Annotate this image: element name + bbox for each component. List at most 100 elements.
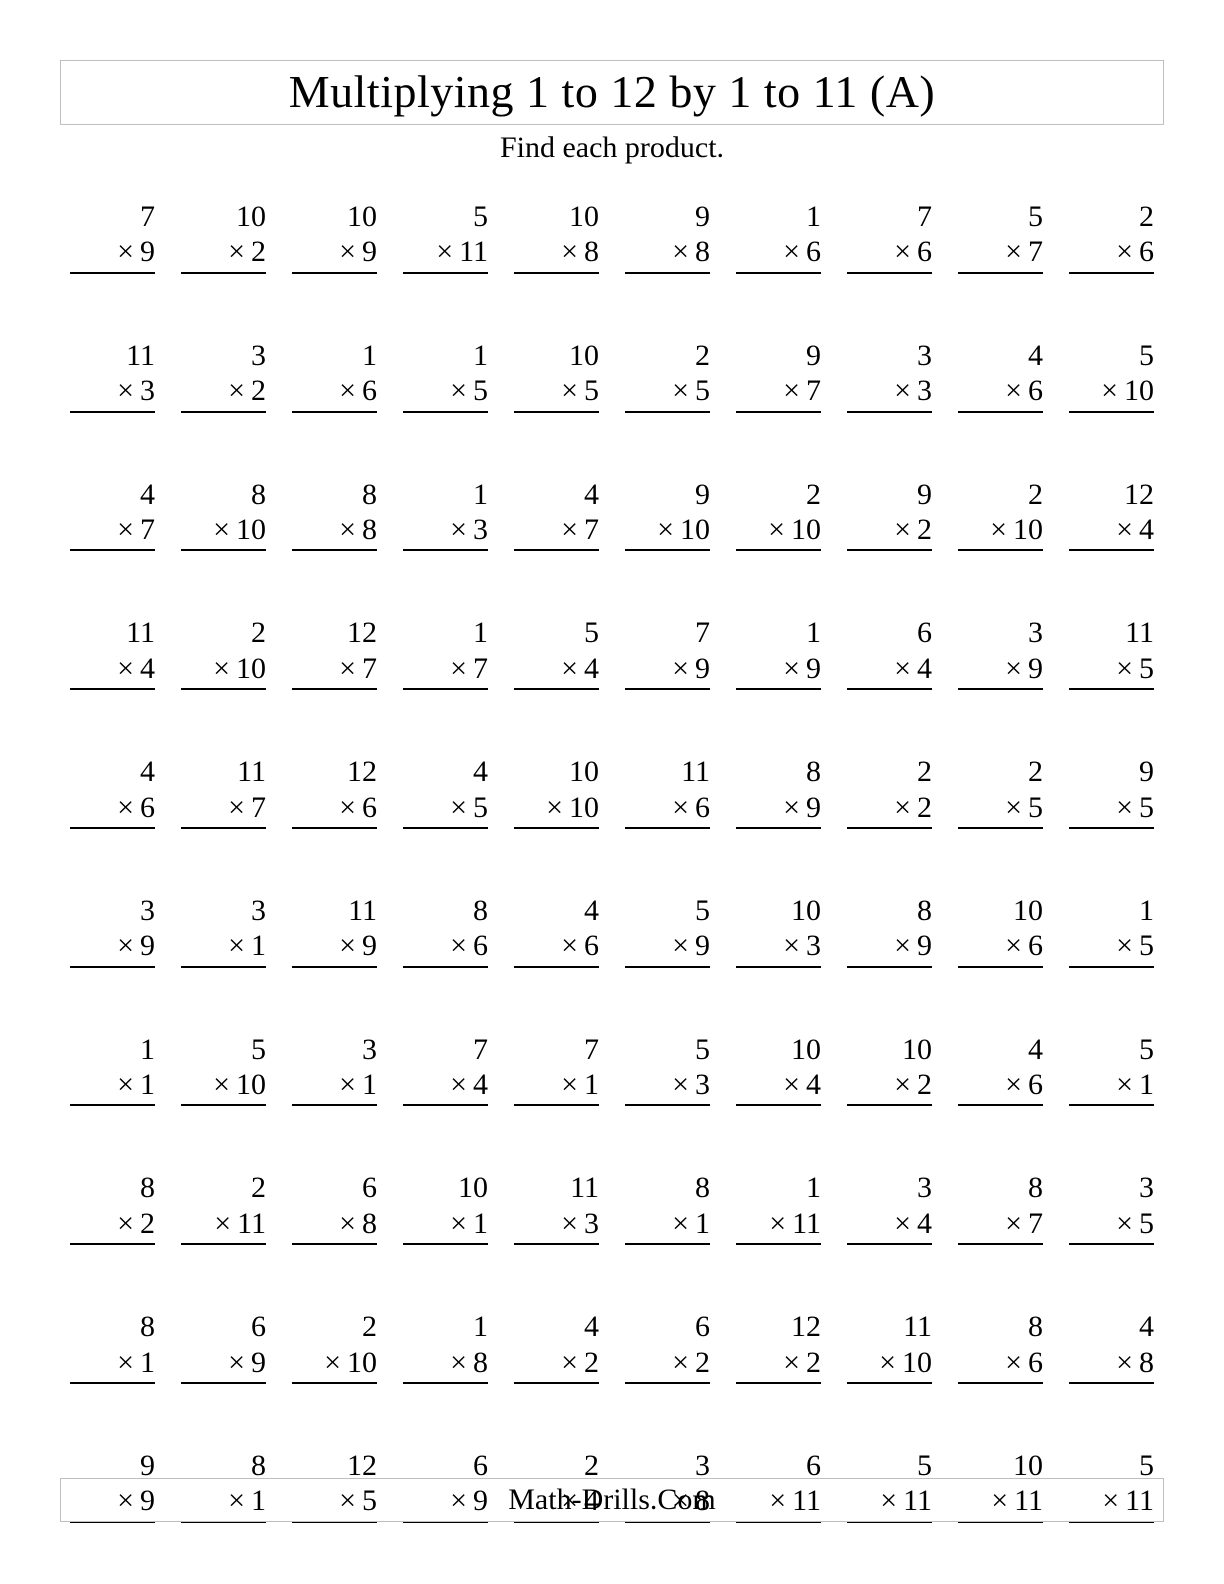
multiplicand: 4 xyxy=(514,893,599,928)
multiplier-row: × 2 xyxy=(847,790,932,829)
multiplier-row: × 9 xyxy=(625,928,710,967)
multiplicand: 4 xyxy=(514,477,599,512)
multiplication-problem: 11× 3 xyxy=(70,338,155,413)
multiplier-row: × 6 xyxy=(70,790,155,829)
multiplicand: 5 xyxy=(403,199,488,234)
multiplicand: 5 xyxy=(181,1032,266,1067)
multiplication-problem: 2× 2 xyxy=(847,754,932,829)
multiplication-problem: 9× 10 xyxy=(625,477,710,552)
multiplier-row: × 7 xyxy=(70,512,155,551)
multiplicand: 10 xyxy=(514,338,599,373)
multiplicand: 5 xyxy=(625,1032,710,1067)
multiplier-row: × 4 xyxy=(1069,512,1154,551)
multiplier-row: × 2 xyxy=(70,1206,155,1245)
multiplication-problem: 11× 10 xyxy=(847,1309,932,1384)
multiplication-problem: 10× 4 xyxy=(736,1032,821,1107)
multiplication-problem: 3× 3 xyxy=(847,338,932,413)
multiplier-row: × 10 xyxy=(514,790,599,829)
multiplication-problem: 11× 5 xyxy=(1069,615,1154,690)
multiplication-problem: 8× 6 xyxy=(958,1309,1043,1384)
multiplier-row: × 1 xyxy=(181,928,266,967)
multiplicand: 2 xyxy=(736,477,821,512)
multiplicand: 1 xyxy=(736,199,821,234)
multiplicand: 12 xyxy=(1069,477,1154,512)
multiplicand: 1 xyxy=(736,1170,821,1205)
multiplier-row: × 1 xyxy=(70,1067,155,1106)
multiplicand: 9 xyxy=(625,477,710,512)
multiplicand: 4 xyxy=(958,338,1043,373)
multiplier-row: × 4 xyxy=(847,1206,932,1245)
multiplier-row: × 9 xyxy=(847,928,932,967)
multiplication-problem: 8× 9 xyxy=(847,893,932,968)
multiplication-problem: 1× 6 xyxy=(292,338,377,413)
multiplier-row: × 3 xyxy=(403,512,488,551)
multiplicand: 4 xyxy=(403,754,488,789)
multiplicand: 4 xyxy=(958,1032,1043,1067)
multiplier-row: × 4 xyxy=(514,651,599,690)
multiplicand: 10 xyxy=(847,1032,932,1067)
multiplicand: 10 xyxy=(403,1170,488,1205)
multiplier-row: × 6 xyxy=(403,928,488,967)
multiplication-problem: 9× 5 xyxy=(1069,754,1154,829)
multiplicand: 7 xyxy=(403,1032,488,1067)
multiplication-problem: 4× 6 xyxy=(958,1032,1043,1107)
multiplier-row: × 1 xyxy=(514,1067,599,1106)
multiplier-row: × 10 xyxy=(181,651,266,690)
multiplication-problem: 5× 7 xyxy=(958,199,1043,274)
multiplicand: 12 xyxy=(292,615,377,650)
multiplicand: 10 xyxy=(736,893,821,928)
multiplication-problem: 12× 4 xyxy=(1069,477,1154,552)
multiplicand: 11 xyxy=(292,893,377,928)
multiplication-problem: 8× 9 xyxy=(736,754,821,829)
multiplier-row: × 8 xyxy=(1069,1345,1154,1384)
multiplicand: 8 xyxy=(181,477,266,512)
multiplication-problem: 2× 6 xyxy=(1069,199,1154,274)
multiplication-problem: 7× 9 xyxy=(70,199,155,274)
multiplication-problem: 2× 5 xyxy=(625,338,710,413)
multiplier-row: × 2 xyxy=(625,1345,710,1384)
multiplier-row: × 1 xyxy=(625,1206,710,1245)
footer-bar: Math-Drills.Com xyxy=(60,1478,1164,1522)
multiplication-problem: 2× 10 xyxy=(736,477,821,552)
multiplication-problem: 5× 9 xyxy=(625,893,710,968)
multiplication-problem: 10× 2 xyxy=(847,1032,932,1107)
multiplication-problem: 4× 6 xyxy=(70,754,155,829)
multiplication-problem: 6× 8 xyxy=(292,1170,377,1245)
multiplier-row: × 4 xyxy=(403,1067,488,1106)
multiplication-problem: 12× 6 xyxy=(292,754,377,829)
multiplier-row: × 7 xyxy=(736,373,821,412)
multiplicand: 8 xyxy=(403,893,488,928)
multiplication-problem: 11× 7 xyxy=(181,754,266,829)
multiplicand: 1 xyxy=(736,615,821,650)
multiplicand: 11 xyxy=(181,754,266,789)
multiplicand: 8 xyxy=(958,1170,1043,1205)
multiplier-row: × 1 xyxy=(403,1206,488,1245)
multiplication-problem: 7× 6 xyxy=(847,199,932,274)
multiplication-problem: 2× 10 xyxy=(181,615,266,690)
page-subtitle: Find each product. xyxy=(60,131,1164,165)
multiplier-row: × 4 xyxy=(70,651,155,690)
multiplication-problem: 6× 4 xyxy=(847,615,932,690)
multiplication-problem: 1× 8 xyxy=(403,1309,488,1384)
multiplicand: 10 xyxy=(958,893,1043,928)
multiplicand: 1 xyxy=(403,477,488,512)
multiplicand: 7 xyxy=(70,199,155,234)
multiplicand: 5 xyxy=(625,893,710,928)
multiplier-row: × 6 xyxy=(292,373,377,412)
multiplier-row: × 6 xyxy=(958,1067,1043,1106)
multiplication-problem: 7× 1 xyxy=(514,1032,599,1107)
multiplicand: 3 xyxy=(292,1032,377,1067)
multiplier-row: × 9 xyxy=(958,651,1043,690)
multiplication-problem: 2× 5 xyxy=(958,754,1043,829)
multiplier-row: × 5 xyxy=(403,373,488,412)
multiplier-row: × 10 xyxy=(958,512,1043,551)
multiplicand: 11 xyxy=(1069,615,1154,650)
multiplication-problem: 1× 5 xyxy=(1069,893,1154,968)
multiplier-row: × 7 xyxy=(958,1206,1043,1245)
multiplicand: 12 xyxy=(736,1309,821,1344)
multiplier-row: × 4 xyxy=(736,1067,821,1106)
multiplicand: 8 xyxy=(736,754,821,789)
multiplication-problem: 5× 11 xyxy=(403,199,488,274)
multiplier-row: × 5 xyxy=(625,373,710,412)
multiplicand: 3 xyxy=(958,615,1043,650)
